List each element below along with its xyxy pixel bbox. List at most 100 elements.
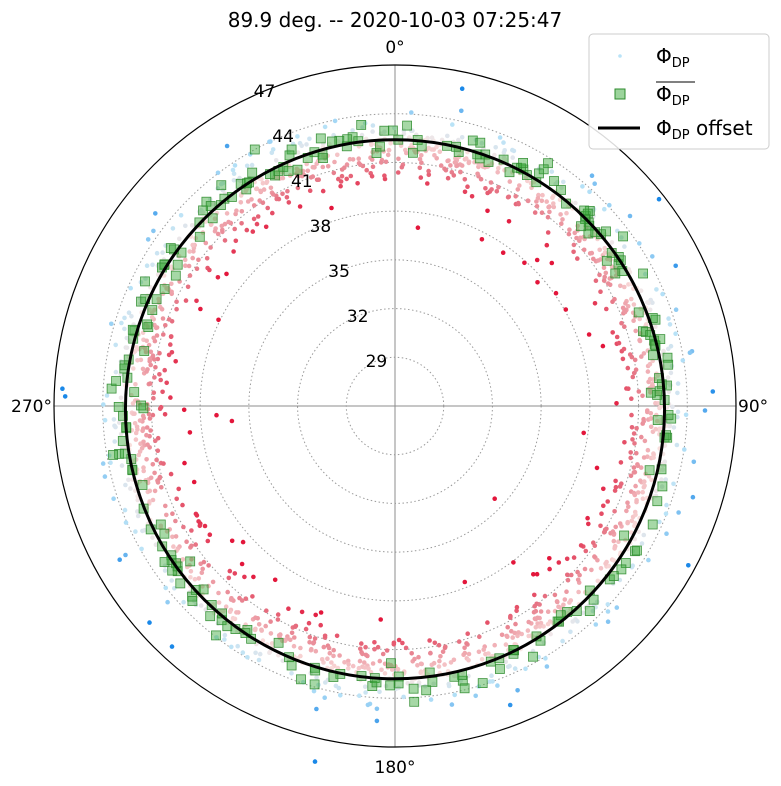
raw-phidp-point xyxy=(294,166,300,172)
raw-phidp-point xyxy=(619,235,624,240)
mean-phidp-marker xyxy=(555,610,566,621)
raw-phidp-point xyxy=(102,417,108,423)
raw-phidp-point xyxy=(126,310,132,316)
mean-phidp-marker xyxy=(583,228,594,239)
raw-phidp-point xyxy=(319,657,325,662)
mean-phidp-marker xyxy=(165,243,176,254)
raw-phidp-point xyxy=(101,402,106,407)
raw-phidp-point xyxy=(342,165,347,170)
raw-phidp-point xyxy=(627,213,633,219)
raw-phidp-point xyxy=(378,617,384,622)
raw-phidp-point xyxy=(231,171,237,176)
raw-phidp-point xyxy=(220,229,225,235)
raw-phidp-point xyxy=(666,423,672,429)
raw-phidp-point xyxy=(151,228,156,234)
mean-phidp-marker xyxy=(187,596,198,606)
raw-phidp-point xyxy=(400,640,405,646)
raw-phidp-point xyxy=(141,415,147,421)
raw-phidp-point xyxy=(143,276,148,281)
raw-phidp-point xyxy=(129,314,134,319)
raw-phidp-point xyxy=(427,638,432,643)
raw-phidp-point xyxy=(415,663,420,668)
raw-phidp-point xyxy=(415,225,421,230)
raw-phidp-point xyxy=(460,671,466,676)
raw-phidp-point xyxy=(593,278,599,284)
raw-phidp-point xyxy=(462,650,468,656)
raw-phidp-point xyxy=(311,641,316,646)
raw-phidp-point xyxy=(417,165,423,171)
mean-phidp-marker xyxy=(666,413,677,424)
raw-phidp-point xyxy=(525,628,531,633)
raw-phidp-point xyxy=(132,421,138,426)
raw-phidp-point xyxy=(307,634,313,640)
raw-phidp-point xyxy=(458,169,463,175)
raw-phidp-point xyxy=(431,681,437,687)
raw-phidp-point xyxy=(591,256,596,262)
mean-phidp-marker xyxy=(408,683,419,694)
mean-phidp-marker xyxy=(247,167,258,178)
raw-phidp-point xyxy=(544,664,550,669)
raw-phidp-point xyxy=(664,531,669,536)
raw-phidp-point xyxy=(338,693,343,698)
raw-phidp-point xyxy=(614,401,619,406)
raw-phidp-point xyxy=(537,602,542,607)
raw-phidp-point xyxy=(161,461,166,466)
raw-phidp-point xyxy=(312,636,318,641)
raw-phidp-point xyxy=(132,348,138,354)
raw-phidp-point xyxy=(690,494,696,500)
raw-phidp-point xyxy=(485,620,490,625)
raw-phidp-point xyxy=(154,333,160,338)
raw-phidp-point xyxy=(188,575,193,580)
mean-phidp-marker xyxy=(650,314,661,325)
raw-phidp-point xyxy=(462,177,468,182)
raw-phidp-point xyxy=(155,263,161,269)
raw-phidp-point xyxy=(135,358,140,363)
raw-phidp-point xyxy=(617,521,623,526)
raw-phidp-point xyxy=(632,520,638,526)
raw-phidp-point xyxy=(151,390,157,396)
raw-phidp-point xyxy=(153,542,159,547)
raw-phidp-point xyxy=(547,566,552,572)
mean-phidp-marker xyxy=(137,480,148,490)
raw-phidp-point xyxy=(148,428,153,433)
raw-phidp-point xyxy=(301,172,306,178)
raw-phidp-point xyxy=(687,350,693,356)
raw-phidp-point xyxy=(198,603,204,608)
raw-phidp-point xyxy=(313,648,319,654)
raw-phidp-point xyxy=(265,205,271,211)
raw-phidp-point xyxy=(597,247,602,253)
raw-phidp-point xyxy=(384,648,390,653)
raw-phidp-point xyxy=(111,417,117,422)
raw-phidp-point xyxy=(496,166,501,171)
raw-phidp-point xyxy=(396,156,401,162)
raw-phidp-point xyxy=(505,194,511,200)
legend-frame xyxy=(588,33,770,150)
raw-phidp-point xyxy=(375,644,381,650)
raw-phidp-point xyxy=(559,221,564,226)
raw-phidp-point xyxy=(321,644,327,650)
raw-phidp-point xyxy=(350,128,355,133)
raw-phidp-point xyxy=(331,647,337,653)
raw-phidp-point xyxy=(358,677,363,683)
mean-phidp-marker xyxy=(475,137,486,148)
raw-phidp-point xyxy=(359,132,365,138)
raw-phidp-point xyxy=(481,647,487,652)
raw-phidp-point xyxy=(174,299,179,305)
raw-phidp-point xyxy=(657,426,662,432)
raw-phidp-point xyxy=(378,160,384,165)
theta-tick-label: 180° xyxy=(375,758,416,778)
raw-phidp-point xyxy=(567,600,572,605)
mean-phidp-marker xyxy=(170,270,181,281)
raw-phidp-point xyxy=(569,572,574,578)
raw-phidp-point xyxy=(298,645,303,651)
raw-phidp-point xyxy=(372,640,377,645)
raw-phidp-point xyxy=(162,282,167,288)
raw-phidp-point xyxy=(152,307,157,313)
raw-phidp-point xyxy=(559,185,564,190)
raw-phidp-point xyxy=(325,164,331,169)
raw-phidp-point xyxy=(561,179,566,185)
raw-phidp-point xyxy=(178,213,184,218)
raw-phidp-point xyxy=(202,523,208,529)
raw-phidp-point xyxy=(331,653,336,659)
raw-phidp-point xyxy=(214,635,219,640)
